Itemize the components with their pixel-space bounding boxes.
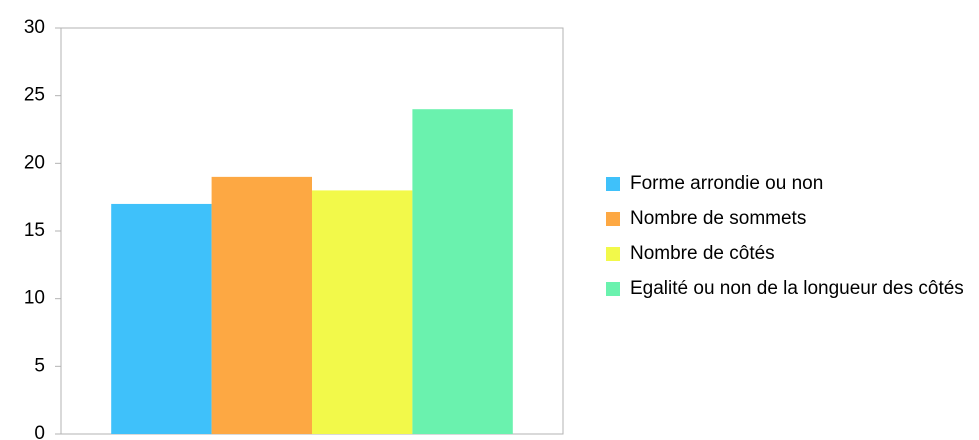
legend: Forme arrondie ou non Nombre de sommets No…	[606, 168, 979, 304]
bar	[111, 203, 212, 434]
legend-label: Egalité ou non de la longueur des côtés	[630, 278, 964, 299]
y-tick-label: 5	[34, 355, 45, 376]
legend-label: Nombre de sommets	[630, 208, 807, 229]
legend-item: Nombre de côtés	[606, 238, 979, 269]
y-tick-label: 15	[24, 220, 45, 241]
y-tick-label: 25	[24, 85, 45, 106]
y-tick-label: 20	[24, 152, 45, 173]
y-tick-label: 10	[24, 288, 45, 309]
legend-label: Forme arrondie ou non	[630, 173, 824, 194]
legend-label: Nombre de côtés	[630, 243, 775, 264]
legend-swatch	[606, 177, 620, 191]
legend-item: Nombre de sommets	[606, 203, 979, 234]
bar	[412, 109, 513, 434]
legend-item: Egalité ou non de la longueur des côtés	[606, 273, 979, 304]
bar	[211, 176, 312, 434]
legend-swatch	[606, 212, 620, 226]
legend-swatch	[606, 282, 620, 296]
y-tick-label: 30	[24, 17, 45, 38]
legend-swatch	[606, 247, 620, 261]
y-tick-label: 0	[34, 423, 45, 440]
bar	[312, 190, 413, 434]
legend-item: Forme arrondie ou non	[606, 168, 979, 199]
